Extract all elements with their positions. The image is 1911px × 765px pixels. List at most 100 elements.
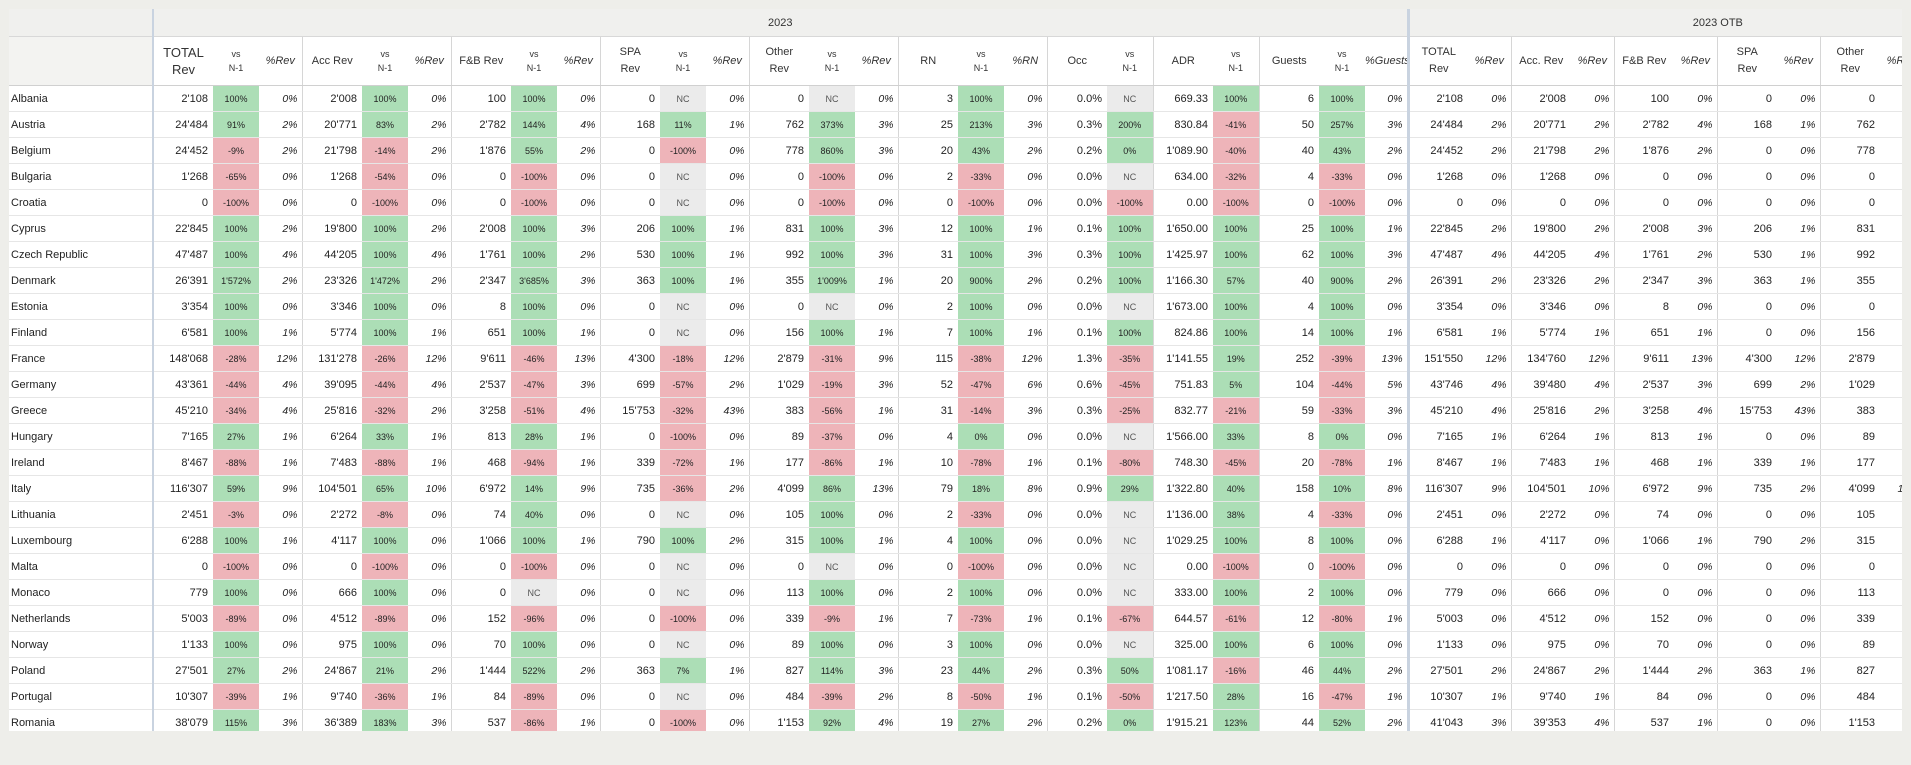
otb-share-cell: 1% <box>1777 657 1821 684</box>
y2023-col-header-other-rev[interactable]: Other Rev <box>748 36 809 86</box>
y2023-col-header-vs-n-1[interactable]: vs N-1 <box>362 36 408 86</box>
country-cell: Finland <box>9 319 154 346</box>
value-cell: 1'268 <box>301 163 362 190</box>
y2023-col-header-vs-n-1[interactable]: vs N-1 <box>1107 36 1153 86</box>
y2023-col-header-guests[interactable]: Guests <box>1258 36 1319 86</box>
otb-share-cell: 1% <box>1880 397 1902 424</box>
y2023-col-header-guests[interactable]: %Guests <box>1365 36 1409 86</box>
y2023-col-header-vs-n-1[interactable]: vs N-1 <box>511 36 557 86</box>
y2023-col-header-rev[interactable]: %Rev <box>259 36 302 86</box>
y2023-col-header-acc-rev[interactable]: Acc Rev <box>301 36 362 86</box>
share-cell: 4% <box>259 241 302 268</box>
y2023-col-header-vs-n-1[interactable]: vs N-1 <box>958 36 1004 86</box>
otb-col-header-rev[interactable]: %Rev <box>1880 36 1902 86</box>
otb-share-cell: 0% <box>1571 85 1615 112</box>
otb-col-header-rev[interactable]: %Rev <box>1777 36 1821 86</box>
otb-share-cell: 2% <box>1674 241 1718 268</box>
header-label: %RN <box>1012 54 1039 67</box>
y2023-col-header-vs-n-1[interactable]: vs N-1 <box>1213 36 1259 86</box>
otb-col-header-acc-rev[interactable]: Acc. Rev <box>1510 36 1572 86</box>
vs-n1-cell: -33% <box>1319 397 1365 424</box>
share-cell: 9% <box>557 475 600 502</box>
share-cell: 3% <box>855 657 898 684</box>
value-cell: 0 <box>153 553 213 580</box>
y2023-col-header-rn[interactable]: RN <box>897 36 958 86</box>
otb-col-header-f-b-rev[interactable]: F&B Rev <box>1613 36 1675 86</box>
otb-value-cell: 0 <box>1613 579 1675 606</box>
y2023-col-header-rev[interactable]: %Rev <box>706 36 749 86</box>
otb-share-cell: 4% <box>1880 709 1902 731</box>
otb-share-cell: 0% <box>1777 189 1821 216</box>
vs-n1-cell: NC <box>660 553 706 580</box>
otb-col-header-other-rev[interactable]: Other Rev <box>1819 36 1881 86</box>
otb-share-cell: 2% <box>1468 267 1512 294</box>
vs-n1-cell: 100% <box>213 579 259 606</box>
vs-n1-cell: 100% <box>958 579 1004 606</box>
vs-n1-cell: -100% <box>1213 189 1259 216</box>
y2023-col-header-vs-n-1[interactable]: vs N-1 <box>660 36 706 86</box>
y2023-col-header-total-rev[interactable]: TOTAL Rev <box>153 36 213 86</box>
value-cell: 6'288 <box>153 527 213 554</box>
value-cell: 10'307 <box>153 683 213 710</box>
value-cell: 975 <box>301 631 362 658</box>
otb-value-cell: 315 <box>1819 527 1881 554</box>
share-cell: 8% <box>1004 475 1047 502</box>
share-cell: 0% <box>557 579 600 606</box>
y2023-col-header-vs-n-1[interactable]: vs N-1 <box>213 36 259 86</box>
otb-value-cell: 116'307 <box>1406 475 1469 502</box>
value-cell: 2'782 <box>450 111 511 138</box>
y2023-col-header-rev[interactable]: %Rev <box>855 36 898 86</box>
share-cell: 2% <box>408 657 451 684</box>
value-cell: 355 <box>748 267 809 294</box>
y2023-col-header-adr[interactable]: ADR <box>1152 36 1213 86</box>
value-cell: 8 <box>1258 527 1319 554</box>
y2023-col-header-rev[interactable]: %Rev <box>557 36 600 86</box>
vs-n1-cell: -80% <box>1107 449 1153 476</box>
value-cell: 1'066 <box>450 527 511 554</box>
header-label: %Rev <box>861 54 891 67</box>
value-cell: 62 <box>1258 241 1319 268</box>
otb-share-cell: 4% <box>1674 397 1718 424</box>
y2023-col-header-rn[interactable]: %RN <box>1004 36 1047 86</box>
y2023-col-header-f-b-rev[interactable]: F&B Rev <box>450 36 511 86</box>
otb-share-cell: 0% <box>1674 293 1718 320</box>
y2023-col-header-rev[interactable]: %Rev <box>408 36 451 86</box>
header-label: %Rev <box>1474 54 1504 67</box>
value-cell: 0.0% <box>1046 423 1107 450</box>
otb-col-header-rev[interactable]: %Rev <box>1571 36 1615 86</box>
value-cell: 1.3% <box>1046 345 1107 372</box>
otb-share-cell: 0% <box>1880 293 1902 320</box>
value-cell: 115 <box>897 345 958 372</box>
vs-n1-cell: -40% <box>1213 137 1259 164</box>
otb-value-cell: 790 <box>1716 527 1778 554</box>
share-cell: 0% <box>1365 527 1409 554</box>
otb-share-cell: 0% <box>1880 631 1902 658</box>
vs-n1-cell: 83% <box>362 111 408 138</box>
share-cell: 1% <box>557 423 600 450</box>
vs-n1-cell: -65% <box>213 163 259 190</box>
value-cell: 44'205 <box>301 241 362 268</box>
y2023-col-header-vs-n-1[interactable]: vs N-1 <box>1319 36 1365 86</box>
share-cell: 1% <box>1365 605 1409 632</box>
otb-col-header-rev[interactable]: %Rev <box>1468 36 1512 86</box>
y2023-col-header-vs-n-1[interactable]: vs N-1 <box>809 36 855 86</box>
y2023-col-header-occ[interactable]: Occ <box>1046 36 1107 86</box>
otb-col-header-total-rev[interactable]: TOTAL Rev <box>1406 36 1469 86</box>
otb-col-header-spa-rev[interactable]: SPA Rev <box>1716 36 1778 86</box>
value-cell: 315 <box>748 527 809 554</box>
value-cell: 45'210 <box>153 397 213 424</box>
value-cell: 2 <box>897 501 958 528</box>
vs-n1-cell: 100% <box>958 631 1004 658</box>
otb-share-cell: 0% <box>1571 189 1615 216</box>
otb-col-header-rev[interactable]: %Rev <box>1674 36 1718 86</box>
share-cell: 2% <box>557 241 600 268</box>
country-revenue-table: 2023 2023 OTB TOTAL Rev vs N-1 %Rev Acc Rev vs… <box>9 9 1902 731</box>
share-cell: 3% <box>855 111 898 138</box>
vs-n1-cell: 100% <box>1213 215 1259 242</box>
value-cell: 2'537 <box>450 371 511 398</box>
vs-n1-cell: -32% <box>1213 163 1259 190</box>
y2023-col-header-spa-rev[interactable]: SPA Rev <box>599 36 660 86</box>
vs-n1-cell: NC <box>660 85 706 112</box>
share-cell: 2% <box>408 137 451 164</box>
vs-n1-cell: -14% <box>362 137 408 164</box>
